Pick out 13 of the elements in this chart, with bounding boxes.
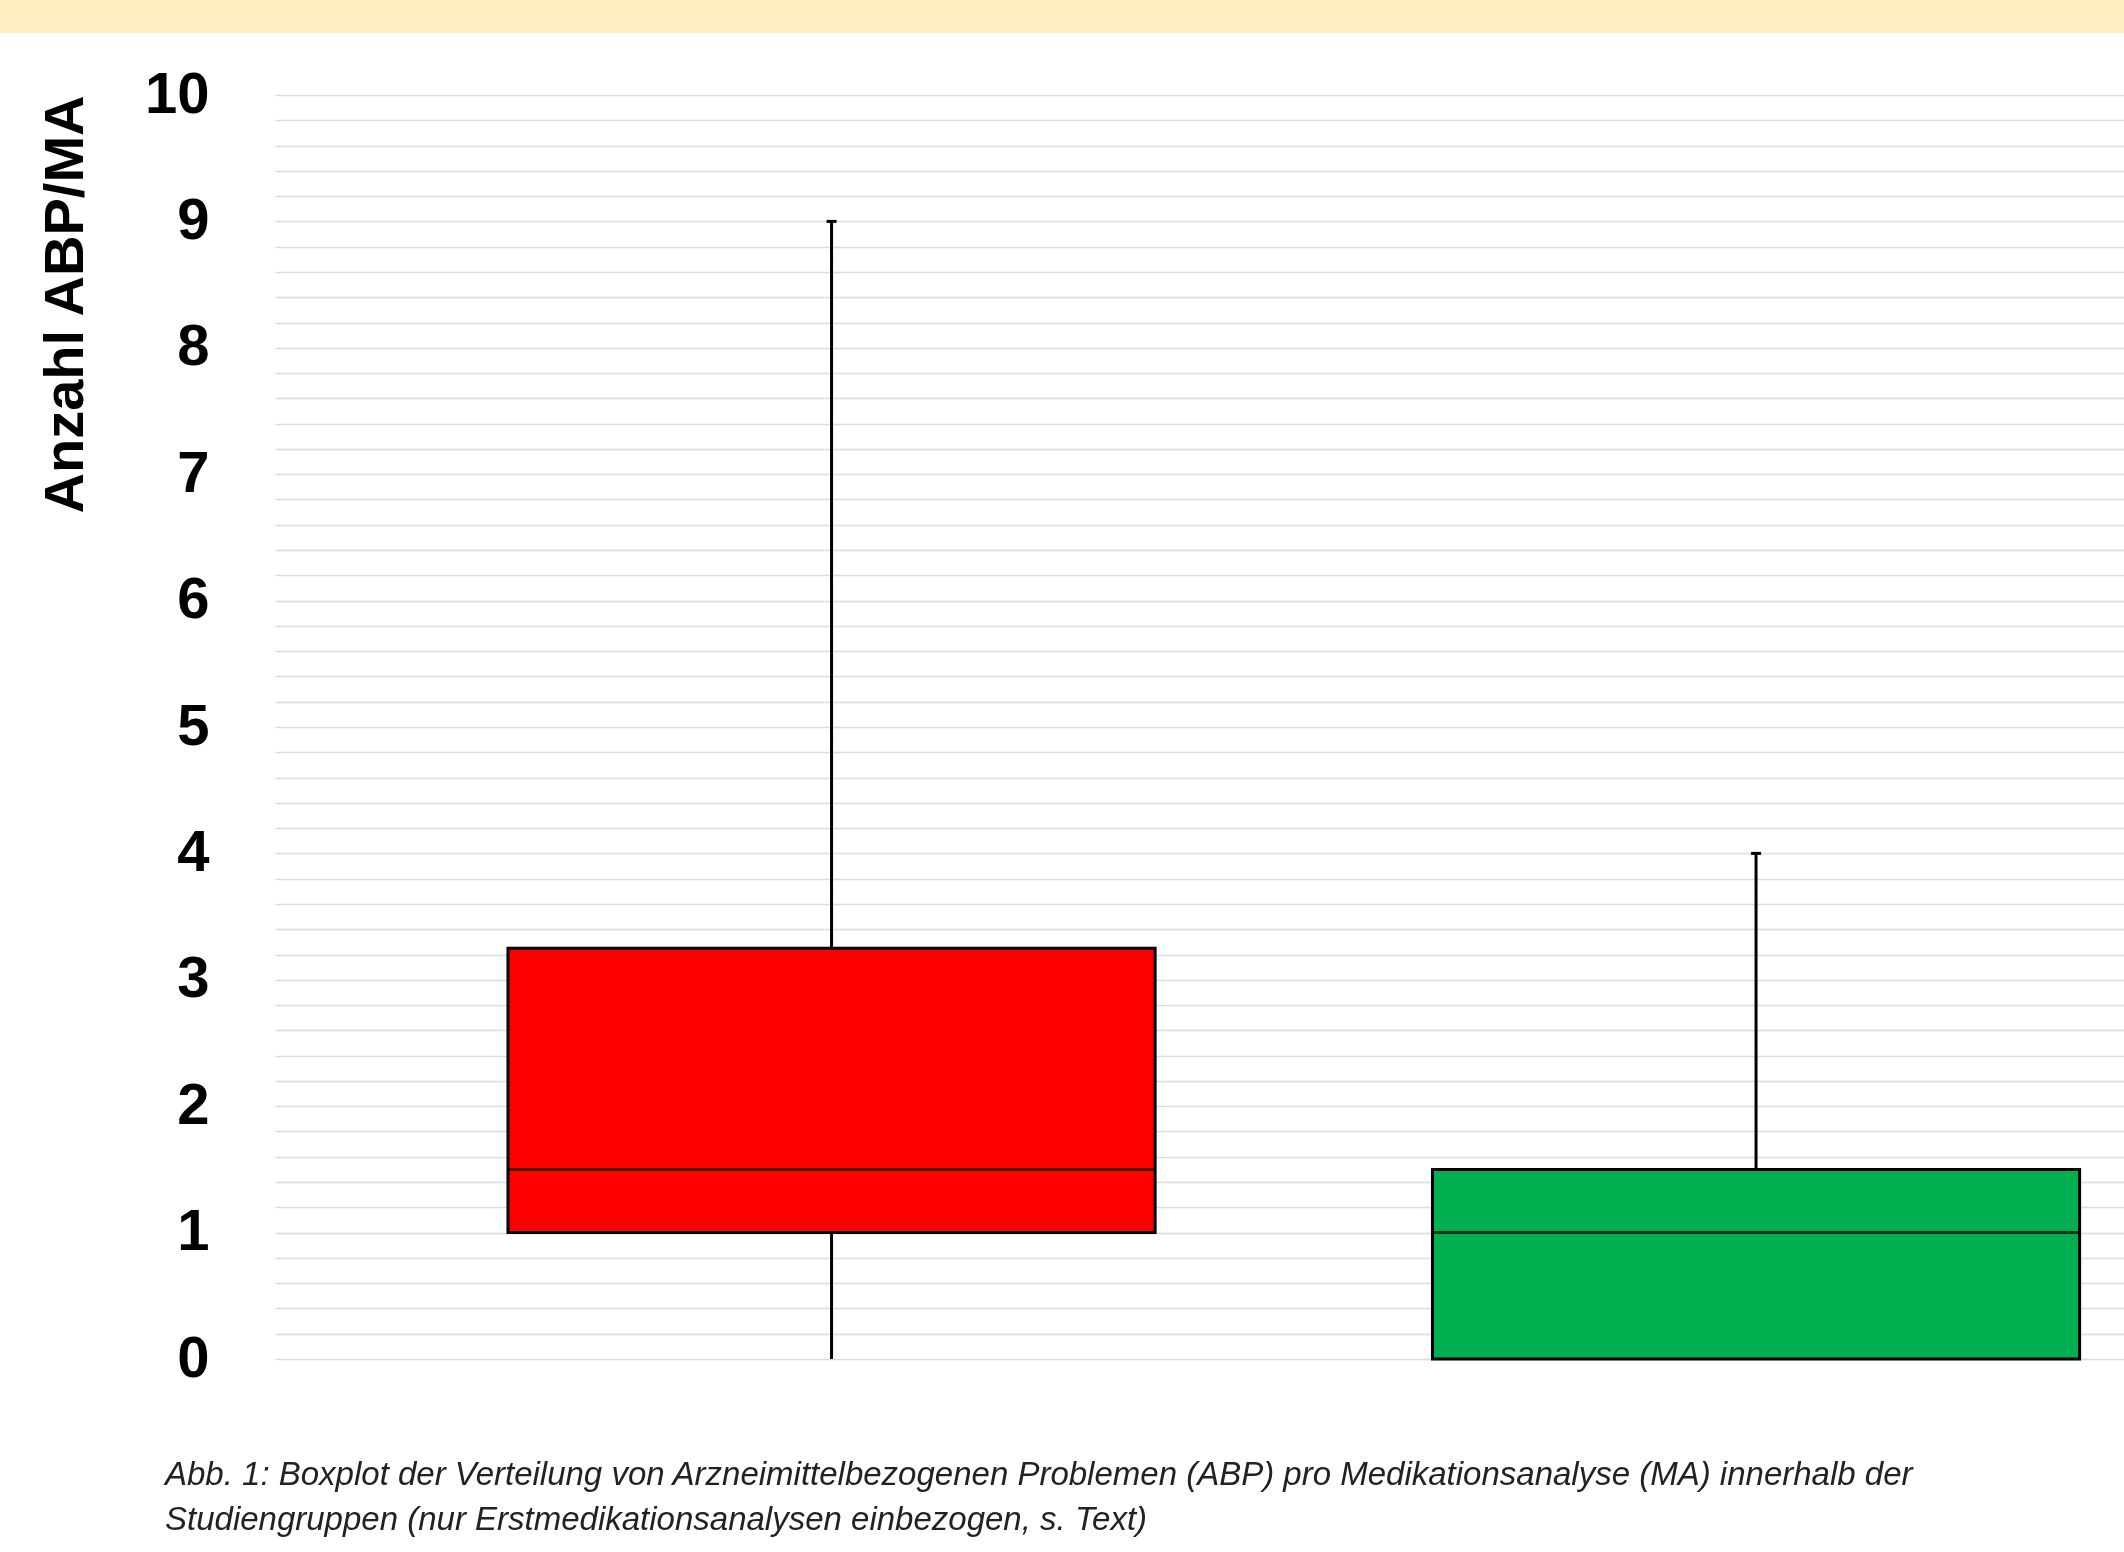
- y-axis-title: Anzahl ABP/MA: [31, 95, 95, 514]
- y-tick-label: 4: [177, 817, 210, 883]
- y-tick-label: 0: [177, 1323, 210, 1389]
- caption: Abb. 1: Boxplot der Verteilung von Arzneimittelbezogenen Problemen (ABP) pro Medikationsanalyse (MA) innerhalb der Studiengruppen (nur Erstmedikationsanalysen einbezogen, s. Text): [165, 1454, 1915, 1539]
- y-tick-label: 9: [177, 185, 210, 251]
- y-tick-label: 2: [177, 1070, 210, 1136]
- y-tick-label: 7: [177, 438, 210, 504]
- y-tick-label: 3: [177, 944, 210, 1010]
- y-tick-label: 8: [177, 312, 210, 378]
- y-tick-label: 1: [177, 1197, 210, 1263]
- y-tick-label: 10: [144, 59, 210, 125]
- y-tick-label: 6: [177, 565, 210, 631]
- y-tick-label: 5: [177, 691, 210, 757]
